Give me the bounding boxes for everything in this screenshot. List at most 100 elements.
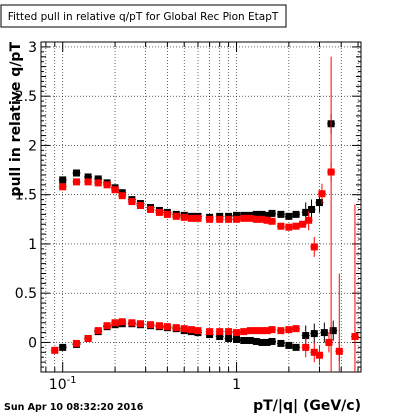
data-point-black	[216, 333, 224, 341]
data-point-red	[252, 327, 260, 335]
data-point-red	[292, 222, 300, 230]
data-point-red	[111, 319, 119, 327]
data-point-black	[302, 208, 310, 216]
data-point-black	[233, 211, 241, 219]
title-box: Fitted pull in relative q/pT for Global …	[0, 4, 287, 28]
data-point-black	[285, 212, 293, 220]
data-point-black	[240, 336, 248, 344]
data-point-red	[51, 346, 59, 354]
data-point-black	[59, 343, 67, 351]
data-point-red	[206, 328, 214, 336]
data-point-red	[310, 243, 318, 251]
data-point-red	[187, 214, 195, 222]
data-point-red	[187, 326, 195, 334]
data-point-red	[172, 324, 180, 332]
data-point-red	[263, 327, 271, 335]
data-point-red	[147, 321, 155, 329]
data-point-black	[258, 210, 266, 218]
data-point-black	[292, 343, 300, 351]
data-point-black	[246, 336, 254, 344]
data-point-black	[258, 338, 266, 346]
data-point-red	[277, 222, 285, 230]
chart-title: Fitted pull in relative q/pT for Global …	[8, 11, 279, 23]
data-point-red	[268, 217, 276, 225]
data-point-red	[136, 202, 144, 210]
data-point-red	[94, 179, 102, 187]
data-point-red	[103, 181, 111, 189]
data-point-red	[246, 327, 254, 335]
data-point-black	[263, 338, 271, 346]
data-point-red	[258, 327, 266, 335]
data-points	[50, 56, 359, 372]
data-point-black	[292, 210, 300, 218]
data-point-red	[84, 335, 92, 343]
data-point-red	[240, 328, 248, 336]
data-point-red	[233, 329, 241, 337]
data-point-red	[263, 216, 271, 224]
data-point-red	[172, 212, 180, 220]
data-point-red	[155, 208, 163, 216]
x-tick-label: 1	[232, 377, 241, 393]
data-point-black	[310, 330, 318, 338]
data-point-black	[72, 169, 80, 177]
data-point-red	[180, 213, 188, 221]
data-point-red	[246, 214, 254, 222]
data-point-black	[94, 175, 102, 183]
data-point-red	[285, 326, 293, 334]
data-point-black	[268, 337, 276, 345]
data-point-black	[59, 176, 67, 184]
y-tick-label: 3	[28, 40, 37, 56]
data-point-black	[329, 327, 337, 335]
data-point-red	[147, 205, 155, 213]
plot-frame	[40, 41, 362, 373]
data-point-red	[163, 323, 171, 331]
data-point-red	[305, 216, 313, 224]
data-point-red	[240, 214, 248, 222]
data-point-red	[216, 328, 224, 336]
data-point-black	[84, 173, 92, 181]
x-tick-label: 10-1	[49, 375, 77, 393]
data-point-red	[233, 215, 241, 223]
data-point-red	[302, 343, 310, 351]
data-point-black	[268, 209, 276, 217]
data-point-black	[277, 339, 285, 347]
data-point-red	[111, 186, 119, 194]
data-point-black	[233, 335, 241, 343]
data-point-red	[72, 178, 80, 186]
data-point-red	[155, 322, 163, 330]
data-point-black	[302, 332, 310, 340]
data-point-black	[277, 210, 285, 218]
data-point-red	[128, 198, 136, 206]
data-point-red	[194, 327, 202, 335]
y-tick-label: 2	[28, 138, 37, 154]
data-point-red	[84, 178, 92, 186]
data-point-red	[94, 327, 102, 335]
data-point-red	[59, 183, 67, 191]
data-point-red	[118, 192, 126, 200]
y-axis-title: pull in relative q/pT	[8, 42, 24, 197]
data-point-red	[299, 220, 307, 228]
footer-timestamp: Sun Apr 10 08:32:20 2016	[4, 402, 144, 413]
data-point-red	[216, 215, 224, 223]
data-point-black	[225, 335, 233, 343]
data-point-red	[72, 339, 80, 347]
data-point-black	[285, 341, 293, 349]
data-point-red	[310, 348, 318, 356]
data-point-red	[277, 327, 285, 335]
data-point-red	[292, 325, 300, 333]
data-point-black	[252, 210, 260, 218]
y-tick-label: 1.5	[15, 188, 37, 204]
data-point-black	[252, 337, 260, 345]
y-tick-label: 1	[28, 237, 37, 253]
data-point-red	[318, 190, 326, 198]
data-point-red	[258, 215, 266, 223]
y-tick-label: 0	[28, 335, 37, 351]
x-axis-title: pT/|q| (GeV/c)	[253, 398, 361, 414]
data-point-red	[225, 215, 233, 223]
data-point-red	[163, 210, 171, 218]
data-point-red	[118, 318, 126, 326]
data-point-red	[285, 223, 293, 231]
data-point-red	[225, 328, 233, 336]
data-point-black	[320, 329, 328, 337]
